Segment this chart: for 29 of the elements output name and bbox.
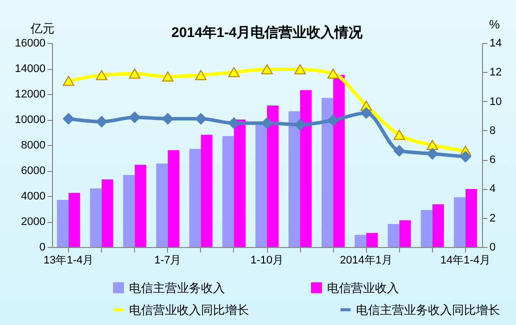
y-tick-label: 2000 [21, 216, 46, 228]
legend-label: 电信主营业务收入 [129, 280, 225, 295]
y2-tick-label: 4 [490, 183, 496, 196]
x-tick-label: 1-10月 [250, 254, 284, 266]
legend-label: 电信主营业务收入同比增长 [356, 302, 500, 317]
y-tick-label: 6000 [21, 165, 46, 177]
legend-label: 电信营业收入 [327, 280, 399, 295]
y2-tick-label: 6 [490, 154, 496, 166]
chart-title: 2014年1-4月电信营业收入情况 [171, 24, 364, 40]
y2-tick-label: 10 [490, 96, 502, 108]
y2-tick-label: 8 [490, 124, 496, 137]
y-tick-label: 12000 [14, 88, 46, 100]
y-tick-label: 4000 [21, 190, 46, 202]
y2-tick-label: 12 [490, 66, 502, 79]
x-tick-label: 1-7月 [154, 254, 182, 266]
y2-tick-label: 2 [490, 212, 496, 224]
x-tick-label: 14年1-4月 [440, 254, 491, 266]
y-tick-label: 14000 [14, 63, 46, 75]
y2-tick-label: 14 [490, 38, 502, 50]
y2-axis-title: % [489, 18, 500, 32]
x-tick-label: 2014年1月 [340, 254, 393, 266]
y-tick-label: 16000 [14, 38, 46, 50]
y-axis-title: 亿元 [30, 22, 54, 36]
y2-tick-label: 0 [490, 242, 496, 254]
y-tick-label: 8000 [21, 140, 46, 152]
legend-label: 电信营业收入同比增长 [129, 302, 249, 317]
y-tick-label: 10000 [14, 114, 46, 126]
y-tick-label: 0 [39, 242, 46, 254]
x-tick-label: 13年1-4月 [43, 254, 94, 266]
